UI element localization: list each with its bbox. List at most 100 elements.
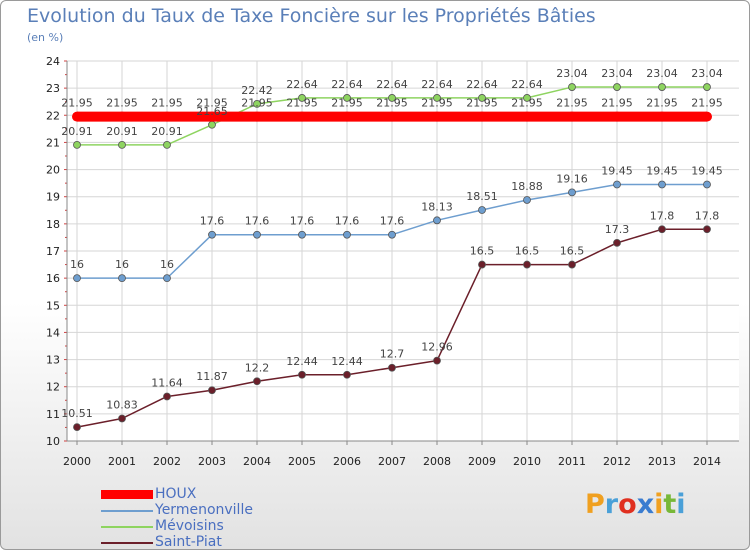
y-tick-label: 17 (46, 245, 60, 258)
data-point (72, 111, 82, 122)
data-point (703, 83, 711, 91)
data-label: 12.2 (245, 361, 270, 374)
data-label: 21.95 (196, 97, 228, 110)
data-label: 21.95 (691, 97, 723, 110)
data-point (343, 370, 351, 379)
data-point (658, 180, 666, 189)
data-point (432, 111, 442, 122)
data-point (252, 111, 262, 122)
y-tick-label: 15 (46, 299, 60, 312)
data-point (388, 230, 396, 239)
data-point (163, 274, 171, 283)
data-label: 21.95 (286, 97, 318, 110)
data-label: 16 (160, 258, 174, 271)
legend-swatch-houx (101, 490, 153, 499)
data-label: 12.96 (421, 341, 453, 354)
data-label: 11.64 (151, 376, 183, 389)
data-point (388, 94, 396, 102)
data-label: 12.7 (380, 348, 405, 361)
logo-letter: i (654, 489, 664, 520)
data-label: 21.65 (196, 105, 228, 118)
data-point (568, 83, 576, 91)
x-tick-label: 2010 (513, 455, 541, 468)
data-label: 17.6 (245, 215, 270, 228)
data-point (73, 140, 81, 149)
x-tick-label: 2007 (378, 455, 406, 468)
data-label: 21.95 (601, 97, 633, 110)
data-label: 12.44 (331, 355, 363, 368)
y-tick-label: 13 (46, 354, 60, 367)
legend-label-houx: HOUX (155, 486, 197, 502)
data-point (567, 111, 577, 122)
x-tick-label: 2006 (333, 455, 361, 468)
data-point (342, 111, 352, 122)
data-label: 23.04 (691, 67, 723, 80)
y-tick-label: 20 (46, 164, 60, 177)
data-label: 17.6 (290, 215, 315, 228)
data-label: 17.8 (695, 209, 720, 222)
data-label: 23.04 (556, 67, 588, 80)
y-tick-label: 10 (46, 435, 60, 448)
data-point (73, 423, 81, 432)
y-tick-label: 14 (46, 326, 60, 339)
data-point (523, 260, 531, 269)
data-point (388, 363, 396, 372)
data-point (658, 83, 666, 91)
data-point (297, 111, 307, 122)
logo-letter: i (676, 489, 686, 520)
legend-swatch-saint-piat (101, 542, 153, 544)
y-tick-label: 18 (46, 218, 60, 231)
y-tick-label: 16 (46, 272, 60, 285)
data-point (612, 111, 622, 122)
data-point (433, 216, 441, 225)
data-point (478, 260, 486, 269)
data-point (433, 356, 441, 365)
data-point (522, 111, 532, 122)
data-point (73, 274, 81, 283)
x-tick-label: 2000 (63, 455, 91, 468)
data-point (613, 180, 621, 189)
data-label: 17.6 (380, 215, 405, 228)
data-label: 20.91 (151, 125, 183, 138)
data-point (658, 225, 666, 234)
y-tick-label: 24 (46, 55, 60, 68)
data-point (568, 188, 576, 197)
x-tick-label: 2002 (153, 455, 181, 468)
data-point (478, 206, 486, 214)
data-point (253, 377, 261, 386)
data-point (298, 94, 306, 102)
data-label: 20.91 (61, 125, 93, 138)
data-point (163, 392, 171, 401)
x-tick-label: 2009 (468, 455, 496, 468)
data-label: 16 (115, 258, 129, 271)
legend-label-mevoisins: Mévoisins (155, 518, 224, 534)
data-label: 21.95 (556, 97, 588, 110)
y-tick-label: 22 (46, 109, 60, 122)
data-label: 18.51 (466, 190, 498, 203)
logo-letter: r (604, 489, 619, 520)
data-label: 17.6 (200, 215, 225, 228)
data-point (433, 94, 441, 102)
data-label: 19.45 (691, 165, 723, 178)
data-label: 12.44 (286, 355, 318, 368)
data-point (163, 140, 171, 149)
data-point (613, 238, 621, 247)
data-label: 18.88 (511, 180, 543, 193)
x-tick-label: 2014 (693, 455, 721, 468)
data-label: 22.42 (241, 84, 273, 97)
data-point (703, 225, 711, 234)
data-label: 21.95 (511, 97, 543, 110)
data-label: 22.64 (466, 78, 498, 91)
y-tick-label: 12 (46, 381, 60, 394)
data-label: 17.3 (605, 223, 630, 236)
data-label: 21.95 (466, 97, 498, 110)
data-point (162, 111, 172, 122)
data-label: 10.51 (61, 407, 93, 420)
data-point (478, 94, 486, 102)
x-tick-label: 2013 (648, 455, 676, 468)
data-point (702, 111, 712, 122)
proxiti-logo: Proxiti (585, 489, 686, 520)
data-point (118, 274, 126, 283)
